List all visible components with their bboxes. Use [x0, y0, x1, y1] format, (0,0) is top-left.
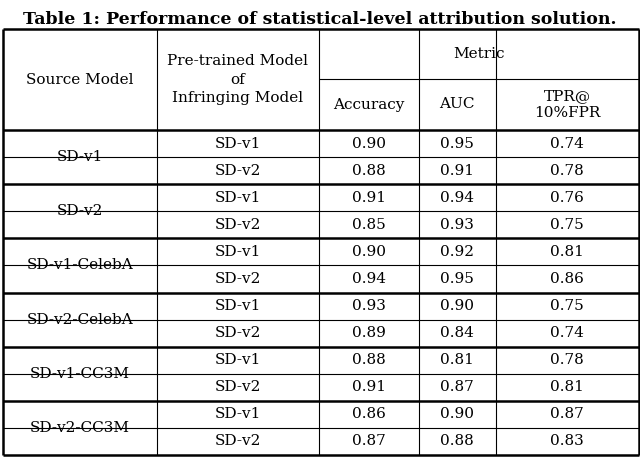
Text: 0.84: 0.84: [440, 326, 474, 340]
Text: 0.92: 0.92: [440, 245, 474, 259]
Text: SD-v2: SD-v2: [214, 163, 261, 178]
Text: 0.81: 0.81: [440, 353, 474, 367]
Text: 0.81: 0.81: [550, 381, 584, 394]
Text: 0.95: 0.95: [440, 272, 474, 286]
Text: 0.86: 0.86: [352, 408, 385, 421]
Text: SD-v1: SD-v1: [214, 245, 261, 259]
Text: 0.88: 0.88: [440, 435, 474, 448]
Text: SD-v1: SD-v1: [214, 190, 261, 205]
Text: SD-v1: SD-v1: [214, 408, 261, 421]
Text: 0.78: 0.78: [550, 353, 584, 367]
Text: 0.91: 0.91: [351, 190, 386, 205]
Text: SD-v2: SD-v2: [214, 381, 261, 394]
Text: SD-v1: SD-v1: [214, 353, 261, 367]
Text: SD-v1-CC3M: SD-v1-CC3M: [30, 367, 130, 381]
Text: 0.75: 0.75: [550, 218, 584, 232]
Text: SD-v2-CC3M: SD-v2-CC3M: [30, 421, 130, 435]
Text: SD-v2: SD-v2: [214, 218, 261, 232]
Text: 0.93: 0.93: [352, 299, 385, 313]
Text: 0.87: 0.87: [550, 408, 584, 421]
Text: SD-v2: SD-v2: [214, 326, 261, 340]
Text: SD-v1-CelebA: SD-v1-CelebA: [27, 258, 133, 273]
Text: 0.87: 0.87: [352, 435, 385, 448]
Text: Pre-trained Model
of
Infringing Model: Pre-trained Model of Infringing Model: [167, 54, 308, 105]
Text: 0.89: 0.89: [352, 326, 385, 340]
Text: 0.75: 0.75: [550, 299, 584, 313]
Text: 0.91: 0.91: [351, 381, 386, 394]
Text: Source Model: Source Model: [26, 73, 134, 86]
Text: SD-v2-CelebA: SD-v2-CelebA: [27, 313, 133, 327]
Text: 0.94: 0.94: [440, 190, 474, 205]
Text: 0.90: 0.90: [440, 299, 474, 313]
Text: TPR@
10%FPR: TPR@ 10%FPR: [534, 89, 600, 120]
Text: 0.74: 0.74: [550, 136, 584, 151]
Text: Accuracy: Accuracy: [333, 97, 404, 112]
Text: Metric: Metric: [453, 47, 504, 61]
Text: 0.88: 0.88: [352, 163, 385, 178]
Text: 0.93: 0.93: [440, 218, 474, 232]
Text: 0.90: 0.90: [351, 245, 386, 259]
Text: 0.81: 0.81: [550, 245, 584, 259]
Text: 0.85: 0.85: [352, 218, 385, 232]
Text: SD-v1: SD-v1: [57, 150, 103, 164]
Text: 0.91: 0.91: [440, 163, 474, 178]
Text: AUC: AUC: [440, 97, 475, 112]
Text: 0.76: 0.76: [550, 190, 584, 205]
Text: Table 1: Performance of statistical-level attribution solution.: Table 1: Performance of statistical-leve…: [23, 11, 617, 28]
Text: 0.83: 0.83: [550, 435, 584, 448]
Text: SD-v1: SD-v1: [214, 299, 261, 313]
Text: SD-v2: SD-v2: [214, 435, 261, 448]
Text: 0.94: 0.94: [351, 272, 386, 286]
Text: 0.86: 0.86: [550, 272, 584, 286]
Text: 0.74: 0.74: [550, 326, 584, 340]
Text: SD-v1: SD-v1: [214, 136, 261, 151]
Text: SD-v2: SD-v2: [214, 272, 261, 286]
Text: 0.78: 0.78: [550, 163, 584, 178]
Text: 0.88: 0.88: [352, 353, 385, 367]
Text: 0.90: 0.90: [440, 408, 474, 421]
Text: SD-v2: SD-v2: [57, 204, 103, 218]
Text: 0.90: 0.90: [351, 136, 386, 151]
Text: 0.87: 0.87: [440, 381, 474, 394]
Text: 0.95: 0.95: [440, 136, 474, 151]
